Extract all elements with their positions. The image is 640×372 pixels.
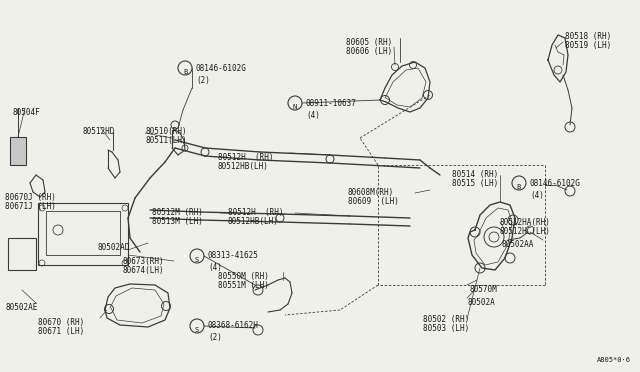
Text: 80519 (LH): 80519 (LH) xyxy=(565,41,611,50)
Text: S: S xyxy=(195,257,199,263)
Text: 80502 (RH): 80502 (RH) xyxy=(423,315,469,324)
Text: 80503 (LH): 80503 (LH) xyxy=(423,324,469,333)
Text: B: B xyxy=(183,68,187,74)
Text: 80606 (LH): 80606 (LH) xyxy=(346,47,392,56)
Text: (4): (4) xyxy=(530,191,544,200)
Text: B: B xyxy=(517,183,521,189)
Text: 08911-10637: 08911-10637 xyxy=(306,99,357,108)
Text: 80671J (LH): 80671J (LH) xyxy=(5,202,56,211)
Text: 80673(RH): 80673(RH) xyxy=(122,257,164,266)
Text: 80513M (LH): 80513M (LH) xyxy=(152,217,203,226)
Text: 80502A: 80502A xyxy=(468,298,496,307)
Text: 80502AD: 80502AD xyxy=(97,243,129,252)
Text: 80510(RH): 80510(RH) xyxy=(145,127,187,136)
Text: 80512H  (RH): 80512H (RH) xyxy=(218,153,273,162)
Text: 80512HA(RH): 80512HA(RH) xyxy=(500,218,551,227)
Text: (2): (2) xyxy=(196,76,210,85)
Text: 80515 (LH): 80515 (LH) xyxy=(452,179,499,188)
Text: 08313-41625: 08313-41625 xyxy=(208,251,259,260)
Text: 08146-6102G: 08146-6102G xyxy=(530,179,581,188)
Text: 80512HC(LH): 80512HC(LH) xyxy=(500,227,551,236)
Text: 80605 (RH): 80605 (RH) xyxy=(346,38,392,47)
Text: 80670 (RH): 80670 (RH) xyxy=(38,318,84,327)
Text: 80608M(RH): 80608M(RH) xyxy=(348,188,394,197)
Text: (4): (4) xyxy=(208,263,222,272)
Text: 80512HD: 80512HD xyxy=(82,127,115,136)
Text: 80570M: 80570M xyxy=(470,285,498,294)
Text: 08368-6162H: 08368-6162H xyxy=(208,321,259,330)
Text: 80504F: 80504F xyxy=(12,108,40,117)
FancyBboxPatch shape xyxy=(10,137,26,165)
Text: 80512M (RH): 80512M (RH) xyxy=(152,208,203,217)
Text: 80512HB(LH): 80512HB(LH) xyxy=(218,162,269,171)
Text: 80674(LH): 80674(LH) xyxy=(122,266,164,275)
Text: S: S xyxy=(195,327,199,333)
Text: N: N xyxy=(293,103,297,109)
Text: 80512H  (RH): 80512H (RH) xyxy=(228,208,284,217)
Text: 80550M (RH): 80550M (RH) xyxy=(218,272,269,281)
Text: 08146-6102G: 08146-6102G xyxy=(196,64,247,73)
Text: (4): (4) xyxy=(306,111,320,120)
Text: 80609  (LH): 80609 (LH) xyxy=(348,197,399,206)
Text: 80512HB(LH): 80512HB(LH) xyxy=(228,217,279,226)
Text: (2): (2) xyxy=(208,333,222,342)
Text: 80502AE: 80502AE xyxy=(5,303,37,312)
Text: 80511(LH): 80511(LH) xyxy=(145,136,187,145)
Text: 80670J (RH): 80670J (RH) xyxy=(5,193,56,202)
Text: 80551M (LH): 80551M (LH) xyxy=(218,281,269,290)
Text: 80502AA: 80502AA xyxy=(502,240,534,249)
Text: 80671 (LH): 80671 (LH) xyxy=(38,327,84,336)
Text: 80518 (RH): 80518 (RH) xyxy=(565,32,611,41)
Text: 80514 (RH): 80514 (RH) xyxy=(452,170,499,179)
Text: A805*0·6: A805*0·6 xyxy=(597,357,631,363)
